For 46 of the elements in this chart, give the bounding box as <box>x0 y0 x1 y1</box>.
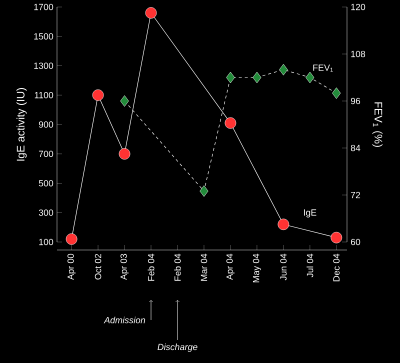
y2-axis-title: FEV$_{1}$ (%) <box>372 102 383 147</box>
point <box>118 148 130 160</box>
y2-tick-label: 120 <box>351 4 366 10</box>
y-tick-label: 700 <box>38 150 54 158</box>
x-tick-label: Apr 04 <box>226 254 235 280</box>
point <box>306 72 314 84</box>
x-tick-label: Dec 04 <box>333 254 340 282</box>
point <box>278 218 290 230</box>
point <box>66 233 78 245</box>
point <box>200 185 208 197</box>
x-tick-label: Apr 00 <box>68 254 76 280</box>
series-label: FEV$_{1}$ <box>313 64 334 72</box>
y2-tick-label: 72 <box>350 192 360 198</box>
y2-tick-label: 96 <box>350 98 360 104</box>
point <box>330 232 342 244</box>
x-tick-label: Feb 04 <box>174 254 181 281</box>
point <box>226 72 235 84</box>
x-tick-label: Oct 02 <box>94 254 102 280</box>
y2-tick-label: 108 <box>351 50 366 58</box>
point <box>279 64 288 76</box>
y-axis-title: IgE activity (IU) <box>16 88 27 161</box>
x-tick-label: Feb 04 <box>148 254 154 281</box>
y-tick-label: 1700 <box>34 4 54 10</box>
y-tick-label: 1500 <box>34 33 54 40</box>
point <box>120 95 129 107</box>
x-tick-label: Apr 03 <box>120 254 129 280</box>
y2-tick-label: 84 <box>350 144 360 152</box>
y2-tick-label: 60 <box>350 238 360 246</box>
x-tick-label: Mar 04 <box>200 254 208 281</box>
point <box>224 117 236 129</box>
point <box>332 87 341 99</box>
x-tick-label: Jul 04 <box>306 254 314 278</box>
point <box>145 7 157 19</box>
point <box>252 72 262 84</box>
series-label: IgE <box>304 209 316 218</box>
y-tick-label: 300 <box>38 209 54 216</box>
text: Admission <box>104 316 146 324</box>
y-tick-label: 1300 <box>34 62 54 69</box>
x-tick-label: Jun 04 <box>280 254 287 280</box>
y-tick-label: 900 <box>38 121 54 128</box>
y-tick-label: 1100 <box>34 92 54 98</box>
x-tick-label: May 04 <box>252 254 262 282</box>
point <box>92 89 104 101</box>
y-tick-label: 500 <box>38 180 54 186</box>
text: Discharge <box>158 344 198 352</box>
y-tick-label: 100 <box>39 238 54 246</box>
